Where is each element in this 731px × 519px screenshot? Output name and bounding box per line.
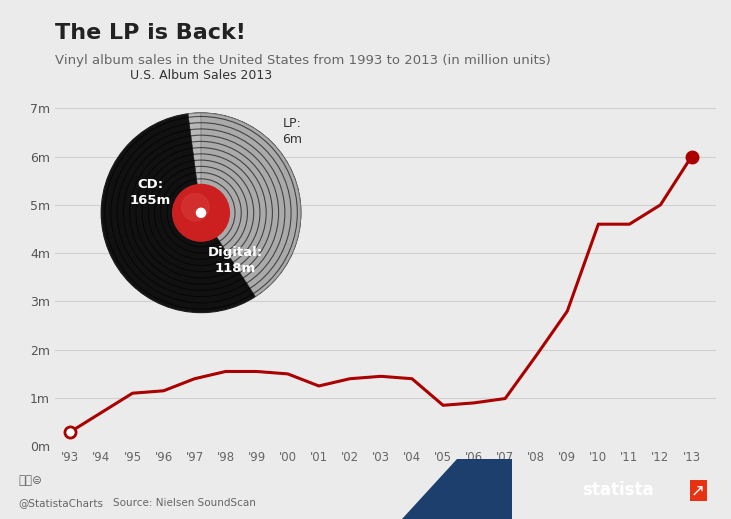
Text: Source: Nielsen SoundScan: Source: Nielsen SoundScan [113, 498, 256, 509]
Text: LP:
6m: LP: 6m [283, 117, 303, 146]
Wedge shape [188, 113, 201, 213]
Text: CD:
165m: CD: 165m [129, 178, 170, 207]
Text: statista: statista [582, 482, 654, 499]
Wedge shape [102, 114, 255, 312]
Polygon shape [402, 459, 512, 519]
Text: U.S. Album Sales 2013: U.S. Album Sales 2013 [130, 70, 272, 83]
Text: @StatistaCharts: @StatistaCharts [18, 498, 103, 509]
Text: Vinyl album sales in the United States from 1993 to 2013 (in million units): Vinyl album sales in the United States f… [55, 54, 550, 67]
Text: The LP is Back!: The LP is Back! [55, 23, 246, 44]
Text: ↗: ↗ [692, 482, 705, 499]
Text: Digital:
118m: Digital: 118m [208, 246, 262, 275]
Circle shape [197, 208, 205, 217]
Text: Ⓒⓘ⊜: Ⓒⓘ⊜ [18, 473, 42, 487]
Circle shape [102, 113, 300, 312]
Circle shape [182, 194, 209, 221]
Circle shape [173, 184, 230, 241]
Wedge shape [201, 113, 300, 296]
